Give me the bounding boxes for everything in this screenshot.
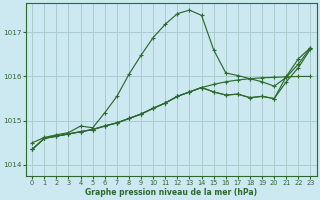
- X-axis label: Graphe pression niveau de la mer (hPa): Graphe pression niveau de la mer (hPa): [85, 188, 257, 197]
